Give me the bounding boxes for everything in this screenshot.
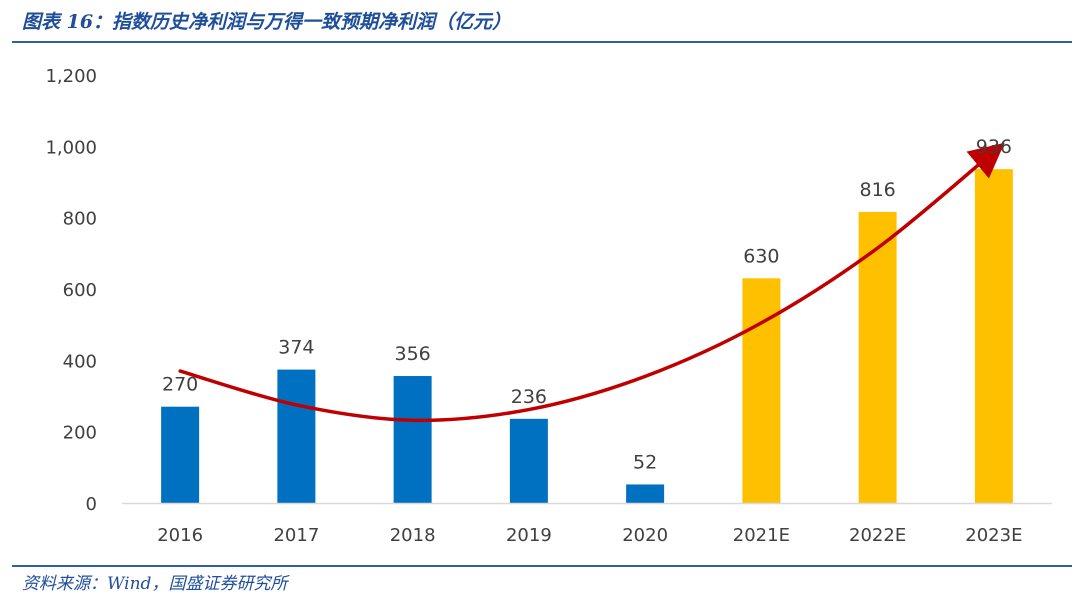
title-divider [12, 41, 1072, 43]
y-tick-label: 1,000 [45, 137, 97, 158]
x-axis-labels: 2016 2017 2018 2019 2020 2021E 2022E 2023E [157, 525, 1022, 546]
bar [742, 278, 781, 503]
trend-arrow-line [178, 142, 1005, 423]
data-label: 52 [633, 451, 657, 473]
data-label: 356 [394, 343, 430, 365]
y-axis: 0 200 400 600 800 1,000 1,200 [45, 66, 97, 515]
trend-arrow [178, 142, 1005, 423]
x-tick-label: 2022E [849, 525, 906, 546]
data-label: 236 [511, 386, 547, 408]
bar-chart: 0 200 400 600 800 1,000 1,200 2016 2017 2018 2019… [45, 66, 1052, 546]
bar [509, 418, 548, 503]
x-tick-label: 2023E [965, 525, 1022, 546]
data-label: 270 [162, 374, 198, 396]
y-tick-label: 1,200 [45, 66, 97, 87]
bar [974, 169, 1013, 503]
data-label: 816 [859, 179, 895, 201]
bar [393, 376, 432, 503]
y-tick-label: 400 [63, 351, 97, 372]
data-labels: 270 374 356 236 52 630 816 936 [162, 136, 1012, 473]
data-label: 374 [278, 337, 314, 359]
y-tick-label: 600 [63, 280, 97, 301]
data-label: 936 [976, 136, 1012, 158]
data-label: 630 [743, 245, 779, 267]
x-tick-label: 2019 [506, 525, 552, 546]
y-tick-label: 200 [63, 423, 97, 444]
source-note: 资料来源：Wind，国盛证券研究所 [22, 574, 288, 594]
bar [277, 369, 316, 503]
bar [626, 484, 665, 503]
x-tick-label: 2020 [622, 525, 668, 546]
x-tick-label: 2021E [733, 525, 790, 546]
y-tick-label: 800 [63, 209, 97, 230]
bar-series [161, 169, 1013, 503]
x-tick-label: 2018 [390, 525, 436, 546]
chart-title: 图表 16：指数历史净利润与万得一致预期净利润（亿元） [22, 11, 512, 33]
x-tick-label: 2017 [273, 525, 319, 546]
bar [858, 211, 897, 503]
footer-divider [12, 565, 1072, 567]
x-tick-label: 2016 [157, 525, 203, 546]
y-tick-label: 0 [86, 494, 97, 515]
bar [161, 406, 200, 503]
